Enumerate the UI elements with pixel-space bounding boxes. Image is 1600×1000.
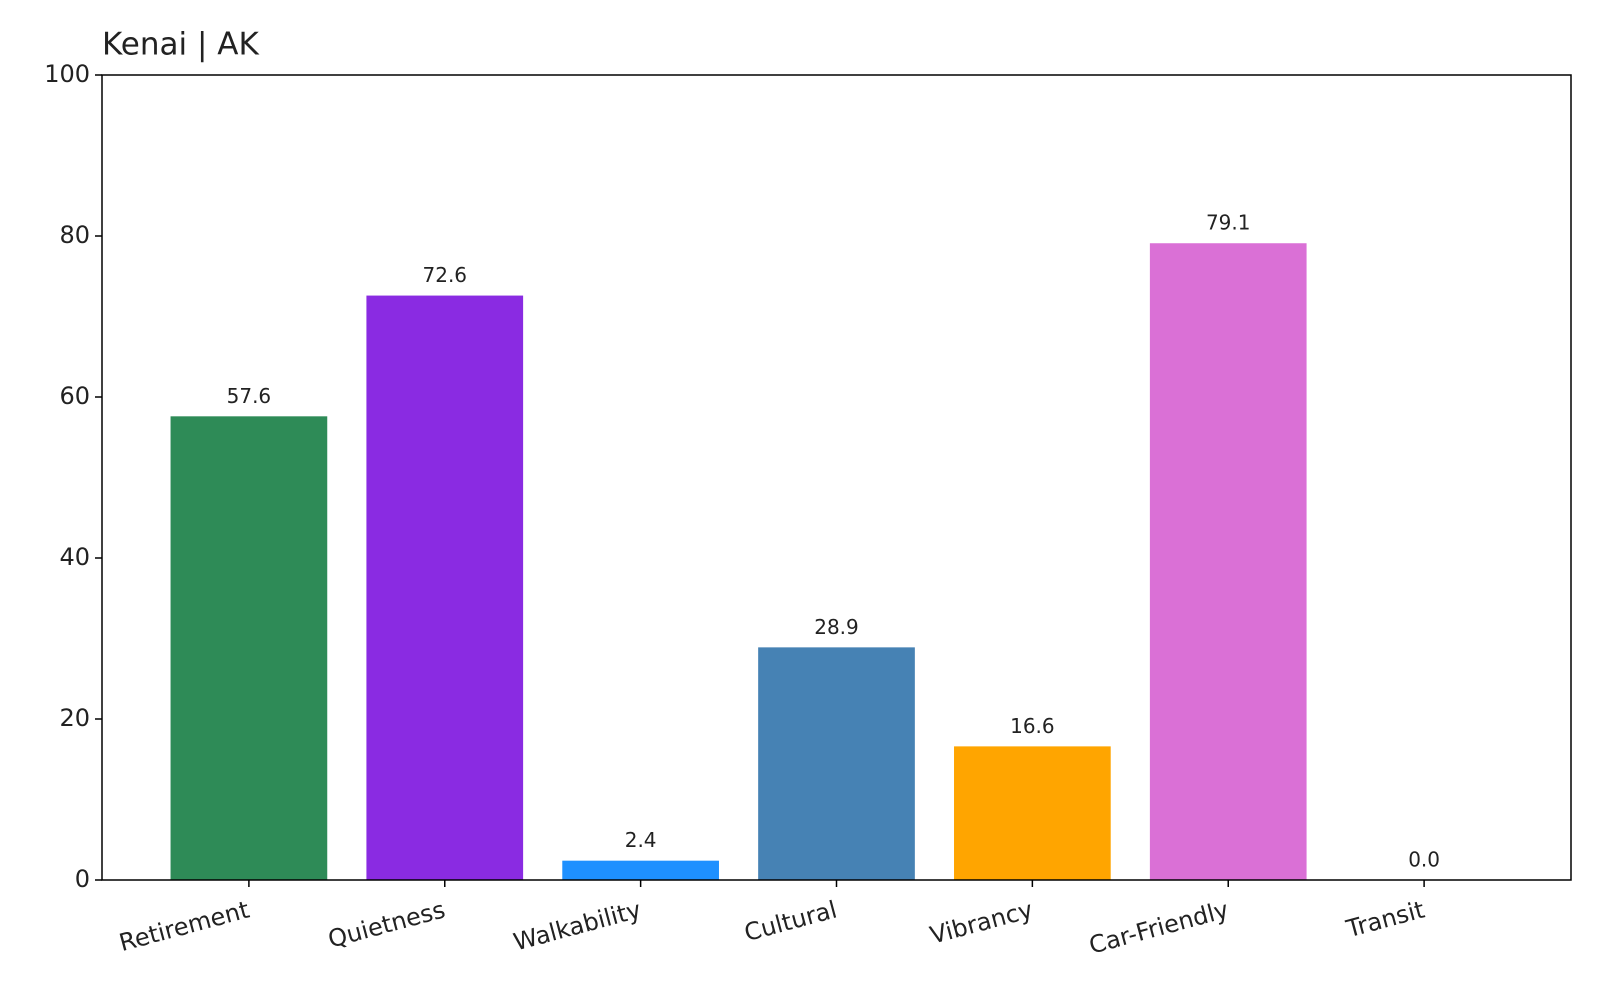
value-label: 0.0 <box>1408 848 1440 872</box>
bar <box>1149 243 1307 880</box>
y-tick-label: 100 <box>44 60 90 88</box>
value-label: 28.9 <box>814 615 859 639</box>
bar <box>758 647 915 880</box>
x-tick-label: Car-Friendly <box>1086 896 1232 960</box>
y-tick-label: 60 <box>59 382 90 410</box>
value-label: 2.4 <box>625 828 657 852</box>
bar <box>170 416 328 880</box>
chart-title: Kenai | AK <box>102 27 259 63</box>
value-label: 57.6 <box>227 384 272 408</box>
y-tick-label: 40 <box>59 543 90 571</box>
y-tick-label: 20 <box>59 704 90 732</box>
value-label: 72.6 <box>423 263 468 287</box>
x-tick-label: Cultural <box>741 896 840 948</box>
x-tick-label: Transit <box>1342 896 1427 944</box>
y-tick-label: 80 <box>59 221 90 249</box>
x-tick-label: Vibrancy <box>927 896 1036 950</box>
bar <box>562 860 719 880</box>
y-tick-label: 0 <box>75 865 90 893</box>
plot-frame <box>101 74 1572 881</box>
value-label: 16.6 <box>1010 714 1055 738</box>
x-tick-label: Retirement <box>116 896 252 958</box>
bar <box>366 295 524 880</box>
x-tick-label: Walkability <box>511 896 644 957</box>
x-tick-label: Quietness <box>325 896 448 954</box>
bar <box>954 746 1111 880</box>
value-label: 79.1 <box>1206 211 1251 235</box>
